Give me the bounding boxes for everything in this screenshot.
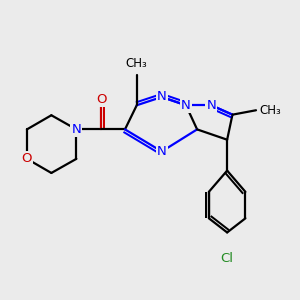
Text: CH₃: CH₃ [259, 104, 281, 117]
Text: O: O [22, 152, 32, 165]
Text: N: N [157, 145, 167, 158]
Text: N: N [157, 91, 167, 103]
Text: N: N [181, 99, 191, 112]
Text: N: N [71, 123, 81, 136]
Text: Cl: Cl [220, 252, 234, 266]
Text: CH₃: CH₃ [126, 58, 148, 70]
Text: N: N [206, 99, 216, 112]
Text: O: O [96, 93, 107, 106]
